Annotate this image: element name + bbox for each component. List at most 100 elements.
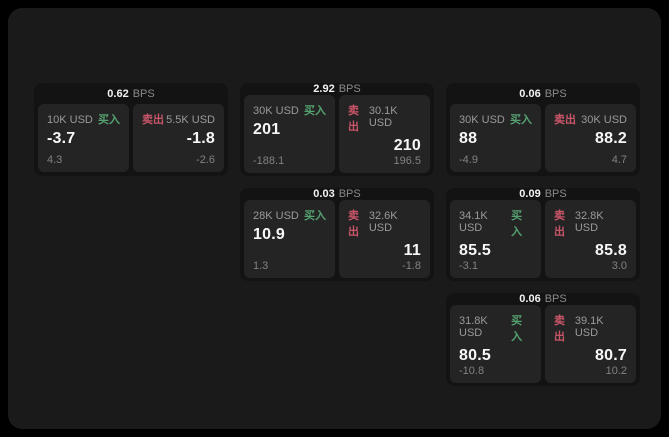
sell-amount-label: 32.6K USD xyxy=(368,210,398,234)
spread-unit: BPS xyxy=(544,293,567,305)
quote-card: 0.09 BPS 34.1K USD 买入 85.5 -3.1 卖出 32.8K… xyxy=(446,188,640,281)
sell-side-tag: 卖出 xyxy=(554,315,565,343)
spread-value: 0.62 xyxy=(107,87,129,100)
buy-change-value: -188.1 xyxy=(253,155,285,167)
sell-panel-top: 卖出 32.8K USD xyxy=(554,207,627,239)
quote-card-body: 30K USD 买入 201 -188.1 卖出 30.1K USD 210 1… xyxy=(244,95,430,173)
sell-amount-label: 30.1K USD xyxy=(368,105,398,129)
buy-price-value: 88 xyxy=(459,130,478,147)
buy-side-tag: 买入 xyxy=(98,114,120,126)
buy-side-tag: 买入 xyxy=(510,114,532,126)
buy-panel-top: 30K USD 买入 xyxy=(459,111,532,127)
quote-card-body: 10K USD 买入 -3.7 4.3 卖出 5.5K USD -1.8 -2.… xyxy=(38,104,224,172)
sell-amount-label: 30K USD xyxy=(581,114,627,126)
sell-price-value: 88.2 xyxy=(595,130,627,147)
sell-quote-panel[interactable]: 卖出 5.5K USD -1.8 -2.6 xyxy=(133,104,224,172)
spread-value: 0.09 xyxy=(519,188,541,200)
spread-value: 0.06 xyxy=(519,87,541,100)
sell-amount-label: 5.5K USD xyxy=(166,114,215,126)
quote-card: 0.06 BPS 31.8K USD 买入 80.5 -10.8 卖出 39.1… xyxy=(446,293,640,386)
spread-value: 0.06 xyxy=(519,293,541,305)
spread-unit: BPS xyxy=(544,87,567,100)
buy-side-tag: 买入 xyxy=(304,105,326,117)
quote-card-body: 28K USD 买入 10.9 1.3 卖出 32.6K USD 11 -1.8 xyxy=(244,200,430,278)
sell-amount-label: 32.8K USD xyxy=(574,210,604,234)
spread-unit: BPS xyxy=(338,188,361,200)
quote-card-body: 31.8K USD 买入 80.5 -10.8 卖出 39.1K USD 80.… xyxy=(450,305,636,383)
spread-unit: BPS xyxy=(132,87,155,100)
buy-amount-label: 30K USD xyxy=(459,114,505,126)
sell-change-value: 3.0 xyxy=(611,260,627,272)
sell-side-tag: 卖出 xyxy=(554,210,565,238)
trading-page-panel: 0.62 BPS 10K USD 买入 -3.7 4.3 卖出 5.5K USD xyxy=(8,8,661,429)
buy-price-value: -3.7 xyxy=(47,130,76,147)
buy-price-value: 201 xyxy=(253,121,281,138)
sell-side-tag: 卖出 xyxy=(348,105,359,133)
sell-price-value: 85.8 xyxy=(595,242,627,259)
sell-quote-panel[interactable]: 卖出 32.6K USD 11 -1.8 xyxy=(339,200,430,278)
sell-price-value: 210 xyxy=(393,137,421,154)
buy-panel-top: 10K USD 买入 xyxy=(47,111,120,127)
sell-price-value: 11 xyxy=(403,242,421,259)
spread-header: 0.03 BPS xyxy=(244,188,430,200)
buy-quote-panel[interactable]: 34.1K USD 买入 85.5 -3.1 xyxy=(450,200,541,278)
spread-value: 2.92 xyxy=(313,83,335,95)
buy-change-value: -10.8 xyxy=(459,365,485,377)
buy-panel-top: 31.8K USD 买入 xyxy=(459,312,532,344)
buy-side-tag: 买入 xyxy=(304,210,326,222)
sell-quote-panel[interactable]: 卖出 39.1K USD 80.7 10.2 xyxy=(545,305,636,383)
quote-card: 2.92 BPS 30K USD 买入 201 -188.1 卖出 30.1K … xyxy=(240,83,434,176)
spread-unit: BPS xyxy=(544,188,567,200)
buy-quote-panel[interactable]: 31.8K USD 买入 80.5 -10.8 xyxy=(450,305,541,383)
spread-header: 0.06 BPS xyxy=(450,293,636,305)
buy-change-value: -4.9 xyxy=(459,154,478,166)
spread-header: 0.09 BPS xyxy=(450,188,636,200)
spread-unit: BPS xyxy=(338,83,361,95)
sell-panel-top: 卖出 32.6K USD xyxy=(348,207,421,239)
quote-card-body: 34.1K USD 买入 85.5 -3.1 卖出 32.8K USD 85.8… xyxy=(450,200,636,278)
buy-change-value: -3.1 xyxy=(459,260,478,272)
sell-change-value: -1.8 xyxy=(402,260,421,272)
sell-panel-top: 卖出 39.1K USD xyxy=(554,312,627,344)
sell-quote-panel[interactable]: 卖出 30.1K USD 210 196.5 xyxy=(339,95,430,173)
sell-panel-top: 卖出 30K USD xyxy=(554,111,627,127)
spread-header: 0.62 BPS xyxy=(38,83,224,104)
quote-card-body: 30K USD 买入 88 -4.9 卖出 30K USD 88.2 4.7 xyxy=(450,104,636,172)
sell-side-tag: 卖出 xyxy=(142,114,164,126)
sell-change-value: 196.5 xyxy=(393,155,421,167)
buy-side-tag: 买入 xyxy=(511,315,523,343)
buy-amount-label: 34.1K USD xyxy=(459,210,488,234)
sell-change-value: 4.7 xyxy=(611,154,627,166)
sell-panel-top: 卖出 30.1K USD xyxy=(348,102,421,134)
buy-quote-panel[interactable]: 10K USD 买入 -3.7 4.3 xyxy=(38,104,129,172)
buy-price-value: 10.9 xyxy=(253,226,285,243)
sell-change-value: -2.6 xyxy=(196,154,215,166)
sell-side-tag: 卖出 xyxy=(554,114,576,126)
buy-side-tag: 买入 xyxy=(511,210,523,238)
spread-value: 0.03 xyxy=(313,188,335,200)
buy-price-value: 85.5 xyxy=(459,242,491,259)
quote-card: 0.62 BPS 10K USD 买入 -3.7 4.3 卖出 5.5K USD xyxy=(34,83,228,176)
sell-quote-panel[interactable]: 卖出 30K USD 88.2 4.7 xyxy=(545,104,636,172)
quote-card: 0.03 BPS 28K USD 买入 10.9 1.3 卖出 32.6K US… xyxy=(240,188,434,281)
buy-panel-top: 30K USD 买入 xyxy=(253,102,326,118)
buy-amount-label: 30K USD xyxy=(253,105,299,117)
sell-price-value: -1.8 xyxy=(186,130,215,147)
buy-quote-panel[interactable]: 30K USD 买入 201 -188.1 xyxy=(244,95,335,173)
buy-price-value: 80.5 xyxy=(459,347,491,364)
buy-amount-label: 28K USD xyxy=(253,210,299,222)
sell-amount-label: 39.1K USD xyxy=(574,315,604,339)
sell-side-tag: 卖出 xyxy=(348,210,359,238)
buy-quote-panel[interactable]: 28K USD 买入 10.9 1.3 xyxy=(244,200,335,278)
sell-change-value: 10.2 xyxy=(605,365,627,377)
sell-quote-panel[interactable]: 卖出 32.8K USD 85.8 3.0 xyxy=(545,200,636,278)
spread-header: 0.06 BPS xyxy=(450,83,636,104)
sell-panel-top: 卖出 5.5K USD xyxy=(142,111,215,127)
quote-card: 0.06 BPS 30K USD 买入 88 -4.9 卖出 30K USD xyxy=(446,83,640,176)
buy-amount-label: 31.8K USD xyxy=(459,315,488,339)
buy-panel-top: 28K USD 买入 xyxy=(253,207,326,223)
buy-amount-label: 10K USD xyxy=(47,114,93,126)
sell-price-value: 80.7 xyxy=(595,347,627,364)
buy-quote-panel[interactable]: 30K USD 买入 88 -4.9 xyxy=(450,104,541,172)
spread-header: 2.92 BPS xyxy=(244,83,430,95)
